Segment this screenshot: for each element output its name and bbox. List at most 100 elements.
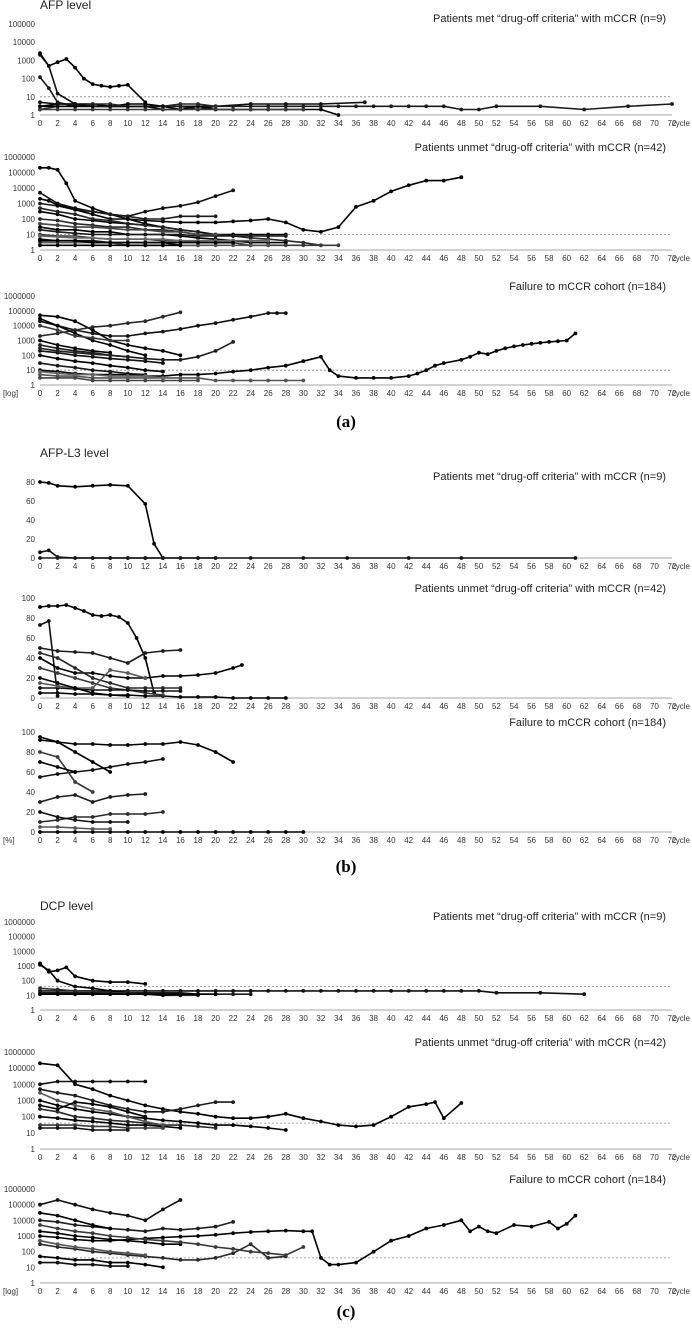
x-tick-label: 24 — [246, 1153, 255, 1162]
data-point — [125, 793, 130, 797]
x-tick-label: 50 — [474, 119, 483, 128]
series — [38, 1218, 236, 1234]
data-point — [266, 217, 271, 221]
x-tick-label: 38 — [369, 389, 378, 398]
x-tick-label: 40 — [387, 389, 396, 398]
x-tick-label: 42 — [404, 836, 413, 845]
data-point — [161, 1107, 165, 1111]
data-point — [327, 1262, 332, 1267]
x-tick-label: 38 — [369, 562, 378, 571]
data-point — [547, 1220, 551, 1224]
data-point — [38, 107, 42, 112]
y-tick-label: 10 — [26, 231, 35, 240]
data-point — [38, 1107, 42, 1111]
data-point — [231, 1247, 236, 1251]
x-axis-label: cycle — [672, 562, 691, 571]
subplot-title: Patients unmet “drug-off criteria” with … — [415, 1037, 666, 1049]
data-point — [108, 353, 113, 358]
y-tick-label: 10 — [26, 991, 35, 1000]
data-point — [90, 336, 95, 340]
data-point — [46, 548, 51, 553]
data-point — [161, 243, 165, 248]
data-point — [161, 693, 165, 697]
data-point — [55, 107, 60, 112]
series-line — [39, 341, 234, 361]
data-point — [248, 1124, 253, 1129]
data-point — [55, 978, 60, 983]
y-tick-label: 1 — [31, 1145, 36, 1154]
x-tick-label: 58 — [545, 389, 554, 398]
x-tick-label: 18 — [194, 702, 203, 711]
x-tick-label: 50 — [474, 389, 483, 398]
x-tick-label: 54 — [510, 1287, 519, 1296]
x-tick-label: 46 — [439, 119, 448, 128]
data-point — [178, 1240, 183, 1245]
data-point — [108, 556, 113, 560]
data-point — [125, 1119, 130, 1124]
data-point — [143, 346, 148, 351]
data-point — [125, 743, 130, 747]
series — [38, 340, 236, 362]
data-point — [125, 354, 130, 359]
data-point — [178, 232, 183, 237]
x-tick-label: 48 — [457, 1153, 466, 1162]
x-tick-label: 66 — [615, 1153, 624, 1162]
data-point — [231, 243, 236, 248]
data-point — [108, 243, 113, 248]
data-point — [125, 374, 130, 378]
data-point — [196, 200, 200, 205]
data-point — [125, 1238, 130, 1243]
data-point — [213, 695, 218, 699]
data-point — [441, 361, 446, 365]
data-point — [266, 234, 271, 238]
data-point — [55, 1107, 60, 1111]
data-point — [38, 243, 42, 248]
data-point — [125, 661, 130, 665]
x-tick-label: 62 — [580, 389, 589, 398]
x-tick-label: 72 — [668, 254, 677, 263]
data-point — [556, 339, 560, 344]
data-point — [248, 1116, 253, 1121]
data-point — [73, 1262, 77, 1267]
x-tick-label: 10 — [123, 119, 132, 128]
data-point — [371, 989, 376, 993]
x-tick-label: 16 — [176, 389, 185, 398]
data-point — [143, 1237, 148, 1242]
x-tick-label: 8 — [108, 119, 113, 128]
data-point — [82, 76, 86, 81]
data-point — [46, 86, 51, 90]
data-point — [38, 313, 42, 318]
data-point — [213, 349, 218, 353]
data-point — [406, 374, 411, 378]
x-tick-label: 24 — [246, 389, 255, 398]
data-point — [73, 692, 77, 696]
x-tick-label: 8 — [108, 1014, 113, 1023]
series — [38, 369, 165, 380]
data-point — [73, 207, 77, 212]
data-point — [73, 1107, 77, 1111]
x-tick-label: 64 — [597, 119, 606, 128]
data-point — [161, 1265, 165, 1270]
data-point — [161, 376, 165, 380]
data-point — [248, 556, 253, 560]
series — [38, 353, 165, 374]
data-point — [125, 992, 130, 997]
data-point — [143, 356, 148, 361]
data-point — [231, 1100, 236, 1104]
x-tick-label: 28 — [281, 389, 290, 398]
data-point — [55, 556, 60, 560]
data-point — [161, 1256, 165, 1260]
data-point — [38, 1229, 42, 1234]
data-point — [266, 1114, 271, 1119]
y-tick-label: 1 — [31, 246, 36, 255]
y-tick-label: 100 — [22, 1113, 36, 1122]
x-tick-label: 72 — [668, 562, 677, 571]
y-tick-label: 1000 — [17, 1232, 35, 1241]
data-point — [143, 676, 148, 680]
x-tick-label: 36 — [352, 702, 361, 711]
data-point — [143, 319, 148, 324]
data-point — [38, 221, 42, 226]
x-tick-label: 54 — [510, 836, 519, 845]
x-tick-label: 8 — [108, 389, 113, 398]
data-point — [301, 240, 306, 245]
